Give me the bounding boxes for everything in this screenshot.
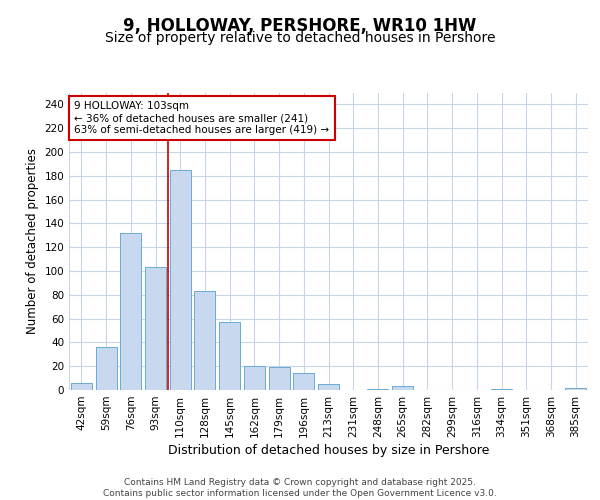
Bar: [565, 388, 586, 390]
Bar: [170, 170, 191, 390]
Bar: [120, 233, 141, 390]
Bar: [491, 389, 512, 390]
Text: 9 HOLLOWAY: 103sqm
← 36% of detached houses are smaller (241)
63% of semi-detach: 9 HOLLOWAY: 103sqm ← 36% of detached hou…: [74, 102, 329, 134]
Text: Size of property relative to detached houses in Pershore: Size of property relative to detached ho…: [105, 31, 495, 45]
X-axis label: Distribution of detached houses by size in Pershore: Distribution of detached houses by size …: [168, 444, 489, 457]
Bar: [293, 374, 314, 390]
Bar: [318, 384, 339, 390]
Bar: [392, 386, 413, 390]
Text: Contains HM Land Registry data © Crown copyright and database right 2025.
Contai: Contains HM Land Registry data © Crown c…: [103, 478, 497, 498]
Bar: [194, 291, 215, 390]
Bar: [367, 389, 388, 390]
Bar: [269, 368, 290, 390]
Text: 9, HOLLOWAY, PERSHORE, WR10 1HW: 9, HOLLOWAY, PERSHORE, WR10 1HW: [124, 18, 476, 36]
Bar: [219, 322, 240, 390]
Bar: [71, 383, 92, 390]
Bar: [95, 347, 116, 390]
Bar: [145, 268, 166, 390]
Y-axis label: Number of detached properties: Number of detached properties: [26, 148, 39, 334]
Bar: [244, 366, 265, 390]
